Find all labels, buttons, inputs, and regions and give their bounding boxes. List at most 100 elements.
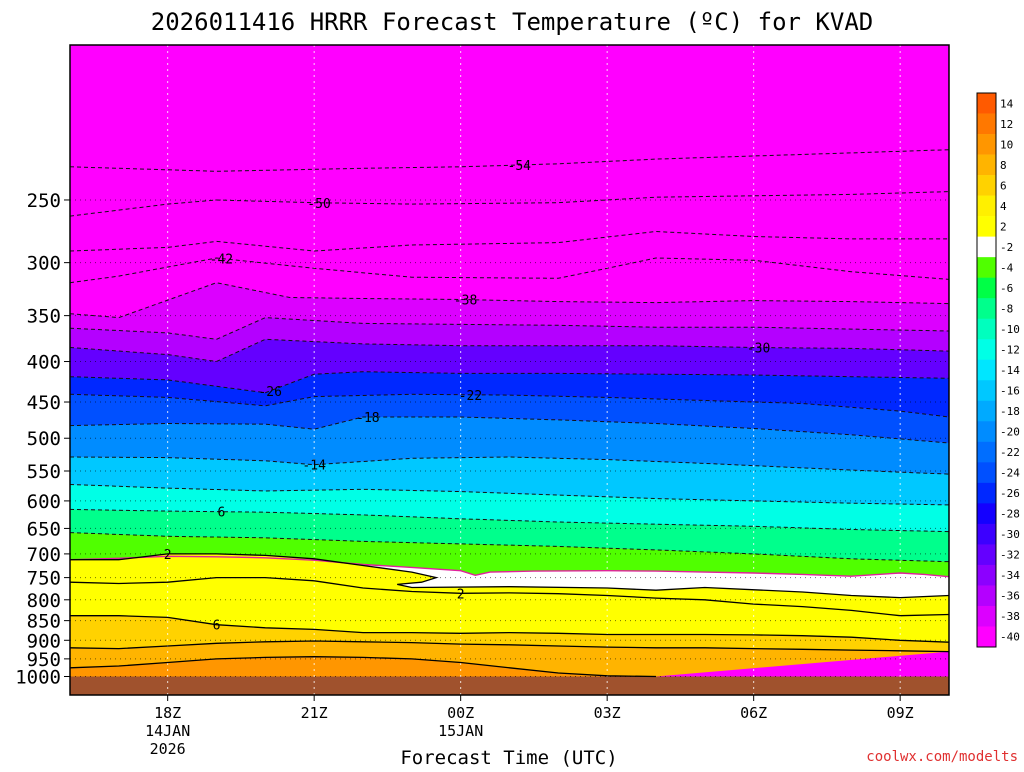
isotherm--46 bbox=[70, 230, 949, 252]
temp-band-15 bbox=[70, 656, 949, 677]
isotherm--50 bbox=[70, 191, 949, 217]
isotherm-label--42: -42 bbox=[210, 253, 233, 268]
grid bbox=[70, 45, 949, 695]
colorbar-cell-7 bbox=[977, 236, 996, 258]
colorbar-label-5: 4 bbox=[1000, 200, 1007, 213]
y-axis: 2503003504004505005506006507007508008509… bbox=[15, 190, 70, 689]
colorbar-label-7: -2 bbox=[1000, 241, 1013, 254]
freezing-line bbox=[70, 555, 949, 578]
temp-band-12 bbox=[70, 553, 949, 643]
temp-band-14 bbox=[70, 641, 949, 677]
colorbar-label-22: -32 bbox=[1000, 549, 1020, 562]
isotherm-solid-2 bbox=[70, 615, 949, 643]
colorbar-label-21: -30 bbox=[1000, 528, 1020, 541]
colorbar-cell-11 bbox=[977, 318, 996, 340]
colorbar-label-8: -4 bbox=[1000, 261, 1014, 274]
temperature-fill bbox=[70, 45, 949, 695]
colorbar-label-24: -36 bbox=[1000, 590, 1020, 603]
colorbar-cell-24 bbox=[977, 585, 996, 607]
temp-band-11 bbox=[70, 553, 949, 598]
temp-band-4 bbox=[70, 371, 949, 417]
colorbar-cell-26 bbox=[977, 626, 996, 648]
colorbar-label-4: 6 bbox=[1000, 179, 1007, 192]
colorbar-cell-5 bbox=[977, 195, 996, 217]
colorbar-label-0: 14 bbox=[1000, 97, 1014, 110]
colorbar-cell-4 bbox=[977, 175, 996, 196]
y-tick-label-250: 250 bbox=[27, 190, 61, 212]
colorbar-cell-17 bbox=[977, 441, 996, 463]
colorbar-cell-16 bbox=[977, 421, 996, 443]
colorbar-label-12: -12 bbox=[1000, 343, 1020, 356]
temp-band-7 bbox=[70, 457, 949, 505]
isotherm-label--6: 6 bbox=[217, 506, 225, 521]
y-tick-label-300: 300 bbox=[27, 253, 61, 275]
colorbar-label-6: 2 bbox=[1000, 220, 1007, 233]
temp-band-5 bbox=[70, 394, 949, 443]
colorbar-cell-18 bbox=[977, 462, 996, 484]
x-tick-year-18Z: 2026 bbox=[150, 740, 186, 758]
colorbar-label-15: -18 bbox=[1000, 405, 1020, 418]
colorbar-cell-0 bbox=[977, 93, 996, 114]
y-tick-label-750: 750 bbox=[27, 568, 61, 590]
colorbar-label-14: -16 bbox=[1000, 385, 1020, 398]
isotherm-solid-4 bbox=[70, 656, 657, 678]
colorbar-label-3: 8 bbox=[1000, 159, 1007, 172]
colorbar-cell-1 bbox=[977, 113, 996, 135]
isotherm-label--50: -50 bbox=[307, 197, 330, 212]
isotherm-solid-1 bbox=[70, 576, 949, 617]
colorbar-cell-19 bbox=[977, 482, 996, 504]
colorbar-cell-25 bbox=[977, 605, 996, 627]
colorbar-cell-20 bbox=[977, 503, 996, 525]
isotherm--34 bbox=[70, 317, 949, 340]
isotherm--30 bbox=[70, 338, 949, 363]
y-tick-label-600: 600 bbox=[27, 491, 61, 513]
colorbar-cell-8 bbox=[977, 257, 996, 278]
x-axis-label: Forecast Time (UTC) bbox=[400, 747, 617, 768]
isotherm-solid-label-0: 2 bbox=[164, 548, 172, 563]
isotherm-label--30: -30 bbox=[747, 342, 770, 357]
y-tick-label-800: 800 bbox=[27, 590, 61, 612]
colorbar-cell-13 bbox=[977, 359, 996, 381]
colorbar-label-17: -22 bbox=[1000, 446, 1020, 459]
isotherm-solid-3 bbox=[70, 640, 949, 653]
isotherm-contours: -54 -50 -42 -38 -30 -26 -22 -18 -14 6 2 2 6 bbox=[70, 149, 949, 678]
colorbar-label-13: -14 bbox=[1000, 364, 1020, 377]
colorbar-cell-10 bbox=[977, 298, 996, 320]
x-tick-label-03Z: 03Z bbox=[594, 704, 621, 722]
isotherm-label--14: -14 bbox=[302, 459, 326, 474]
isotherm-label--38: -38 bbox=[454, 294, 477, 309]
temp-band-0 bbox=[70, 123, 949, 318]
colorbar-label-26: -40 bbox=[1000, 631, 1020, 644]
temp-band-10 bbox=[70, 532, 949, 577]
colorbar-cell-2 bbox=[977, 134, 996, 155]
ground-surface bbox=[70, 676, 949, 695]
x-tick-label-21Z: 21Z bbox=[301, 704, 328, 722]
temp-band-13 bbox=[70, 615, 949, 652]
y-tick-label-850: 850 bbox=[27, 611, 61, 633]
y-tick-label-900: 900 bbox=[27, 630, 61, 652]
colorbar-label-23: -34 bbox=[1000, 569, 1020, 582]
isotherm--42 bbox=[70, 257, 949, 284]
y-tick-label-350: 350 bbox=[27, 306, 61, 328]
colorbar-cell-15 bbox=[977, 400, 996, 422]
temp-band-8 bbox=[70, 484, 949, 532]
isotherm-label--54: -54 bbox=[508, 159, 532, 174]
temp-band-1 bbox=[70, 282, 949, 340]
isotherm-solid-label-2: 6 bbox=[213, 619, 221, 634]
colorbar-label-2: 10 bbox=[1000, 138, 1013, 151]
colorbar-cell-22 bbox=[977, 544, 996, 566]
y-tick-label-450: 450 bbox=[27, 392, 61, 414]
y-tick-label-1000: 1000 bbox=[15, 667, 61, 689]
y-tick-label-500: 500 bbox=[27, 428, 61, 450]
colorbar-frame bbox=[976, 92, 997, 648]
isotherm-solid-label-1: 2 bbox=[457, 587, 465, 602]
x-tick-label-18Z: 18Z bbox=[154, 704, 181, 722]
colorbar-cell-9 bbox=[977, 277, 996, 299]
colorbar-cell-6 bbox=[977, 216, 996, 237]
x-tick-label-09Z: 09Z bbox=[887, 704, 914, 722]
colorbar-label-19: -26 bbox=[1000, 487, 1020, 500]
y-tick-label-650: 650 bbox=[27, 518, 61, 540]
